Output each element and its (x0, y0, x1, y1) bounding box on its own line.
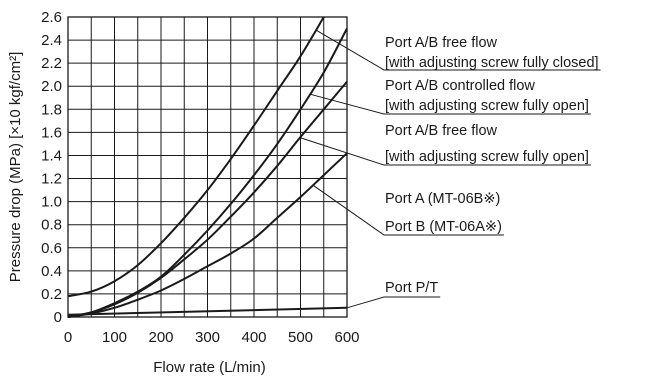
y-tick-label: 0.6 (41, 240, 62, 257)
plot-frame (67, 16, 348, 318)
series-label-4: Port B (MT-06A※) (385, 219, 502, 235)
series-label-1: Port A/B free flow (385, 35, 498, 51)
x-axis-label: Flow rate (L/min) (153, 359, 266, 376)
y-tick-label: 0 (54, 309, 62, 326)
x-tick-label: 300 (195, 329, 220, 346)
series-label-5: Port P/T (385, 280, 438, 296)
leader-line-3 (299, 137, 591, 166)
series-line-5 (67, 306, 348, 316)
leader-line-4 (312, 184, 504, 236)
y-tick-label: 1.4 (41, 147, 62, 164)
x-tick-label: 600 (334, 329, 359, 346)
series-label-3: Port A/B free flow (385, 123, 498, 139)
leader-line-1 (315, 29, 601, 71)
y-tick-label: 0.4 (41, 263, 62, 280)
y-tick-label: 2.6 (41, 9, 62, 26)
series-line-1 (67, 16, 325, 298)
y-tick-label: 0.8 (41, 217, 62, 234)
x-tick-label: 0 (64, 329, 72, 346)
x-tick-label: 100 (102, 329, 127, 346)
x-tick-labels: 0 100 200 300 400 500 600 (64, 329, 360, 346)
y-tick-label: 1.2 (41, 171, 62, 188)
series-label-4: Port A (MT-06B※) (385, 191, 500, 207)
y-tick-labels: 0 0.2 0.4 0.6 0.8 1.0 1.2 1.4 1.6 1.8 2.0 2.2 2.4 2.6 (41, 9, 62, 326)
series-line-4 (67, 152, 348, 318)
series-label-3: [with adjusting screw fully open] (385, 149, 589, 165)
y-axis-label: Pressure drop (MPa) [×10 kgf/cm²] (7, 52, 24, 283)
y-tick-label: 0.2 (41, 286, 62, 303)
y-tick-label: 1.8 (41, 101, 62, 118)
grid (68, 17, 347, 317)
x-tick-label: 500 (288, 329, 313, 346)
y-tick-label: 2.0 (41, 78, 62, 95)
x-tick-label: 200 (148, 329, 173, 346)
y-tick-label: 2.2 (41, 55, 62, 72)
series-label-2: [with adjusting screw fully open] (385, 98, 589, 114)
leader-line-2 (309, 93, 591, 115)
y-tick-label: 2.4 (41, 32, 62, 49)
y-tick-label: 1.6 (41, 124, 62, 141)
series-line-3 (67, 80, 348, 318)
x-tick-label: 400 (241, 329, 266, 346)
y-tick-label: 1.0 (41, 194, 62, 211)
leader-lines (299, 29, 601, 309)
leader-line-5 (346, 296, 441, 309)
series-line-2 (67, 28, 348, 318)
series-label-1: [with adjusting screw fully closed] (385, 55, 599, 71)
curve-annotations: Port A/B free flow [with adjusting screw … (385, 35, 599, 296)
curves (67, 16, 348, 318)
series-label-2: Port A/B controlled flow (385, 78, 535, 94)
